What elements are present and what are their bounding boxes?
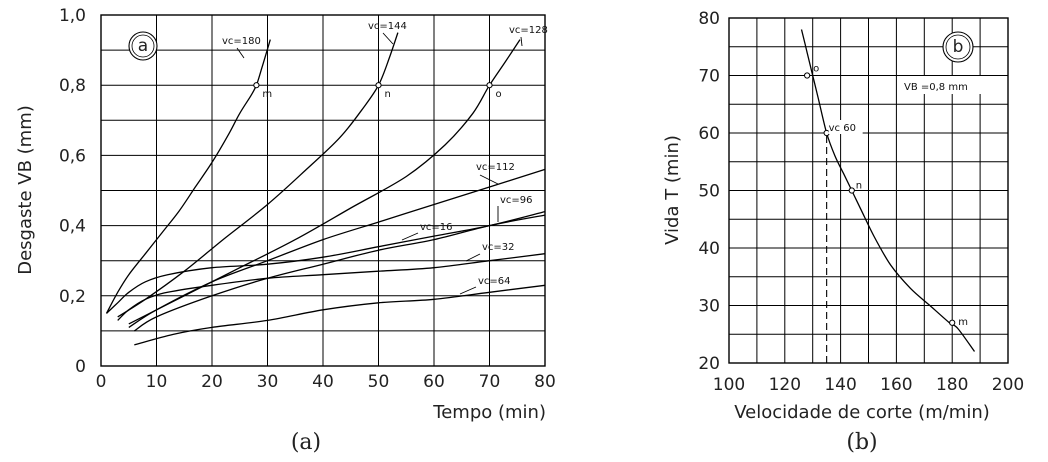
series-curve — [128, 168, 546, 328]
y-tick-label: 0,6 — [59, 146, 86, 166]
x-tick-label: 100 — [713, 375, 745, 395]
x-tick-label: 10 — [146, 372, 168, 392]
curve-label: vᴄ=96 — [500, 195, 533, 206]
curve-label: vᴄ=32 — [482, 242, 515, 253]
series-curve — [117, 32, 399, 318]
curve-label: vᴄ=180 — [222, 36, 261, 47]
x-tick-label: 30 — [257, 372, 279, 392]
y-tick-label: 0,2 — [59, 287, 86, 307]
series-curve — [134, 284, 546, 346]
marked-point-label: vᴄ 60 — [829, 123, 856, 134]
marked-point — [848, 187, 855, 194]
panel-b-tool-life-vs-speed: 100 120 140 160 180 200 20 30 40 50 60 70 80 Velocida… — [662, 9, 1024, 455]
curve-label-leader — [401, 232, 419, 241]
y-tick-label: 0,4 — [59, 217, 86, 237]
y-tick-label: 1,0 — [59, 6, 86, 26]
curve-label-leader — [465, 253, 481, 262]
panel-a-wear-vs-time: 0 10 20 30 40 50 60 70 80 0 0,2 0,4 0,6 0,8 1,0 Tempo (… — [15, 6, 556, 455]
panel-badge-circle — [128, 31, 158, 61]
panel-caption: (b) — [846, 430, 877, 455]
curve-label-leader — [236, 47, 245, 59]
panel-badge-letter: a — [138, 36, 148, 56]
x-tick-label: 0 — [96, 372, 107, 392]
marked-point-label: m — [262, 89, 272, 100]
curve-label: vᴄ=144 — [368, 21, 407, 32]
x-tick-label: 160 — [880, 375, 912, 395]
marked-point — [949, 319, 956, 326]
y-tick-label: 0 — [75, 357, 86, 377]
x-tick-label: 50 — [368, 372, 390, 392]
marked-point — [804, 72, 811, 79]
y-tick-label: 70 — [698, 67, 720, 87]
curve-label: vᴄ=112 — [476, 162, 515, 173]
curve-label-leader — [479, 174, 499, 185]
x-axis-label: Velocidade de corte (m/min) — [734, 402, 990, 423]
tool-life-curve — [800, 29, 976, 352]
curve-label-leader — [459, 286, 477, 295]
y-tick-label: 60 — [698, 124, 720, 144]
y-tick-label: 80 — [698, 9, 720, 29]
y-axis-label: Desgaste VB (mm) — [15, 105, 36, 275]
y-axis-label: Vida T (min) — [662, 135, 683, 245]
x-tick-label: 60 — [423, 372, 445, 392]
x-tick-label: 40 — [312, 372, 334, 392]
y-tick-label: 0,8 — [59, 76, 86, 96]
y-tick-label: 20 — [698, 354, 720, 374]
x-tick-label: 20 — [201, 372, 223, 392]
x-tick-label: 70 — [479, 372, 501, 392]
x-tick-label: 180 — [936, 375, 968, 395]
panel-badge-circle — [942, 31, 974, 63]
x-tick-label: 200 — [992, 375, 1024, 395]
plot-frame — [728, 17, 1009, 364]
plot-frame — [100, 14, 546, 367]
x-axis-label: Tempo (min) — [432, 402, 546, 423]
curve-label-leader — [382, 32, 394, 45]
x-tick-label: 140 — [824, 375, 856, 395]
x-tick-label: 120 — [769, 375, 801, 395]
series-curve — [117, 253, 546, 321]
marked-point-label: m — [958, 317, 968, 328]
series-curve — [128, 39, 521, 325]
panel-badge-inner-circle — [945, 34, 971, 60]
annotation-vb: VB =0,8 mm — [904, 82, 968, 93]
marked-point — [375, 82, 382, 89]
series-curve — [105, 39, 271, 314]
y-tick-label: 40 — [698, 239, 720, 259]
x-tick-label: 80 — [534, 372, 556, 392]
curve-label-leader — [520, 36, 523, 47]
panel-badge-letter: b — [953, 37, 964, 57]
annotation-background — [901, 76, 1005, 94]
curve-label: vᴄ=128 — [509, 25, 548, 36]
panel-caption: (a) — [291, 430, 321, 455]
marked-point — [486, 82, 493, 89]
marked-point-label: o — [813, 64, 819, 75]
y-tick-label: 30 — [698, 297, 720, 317]
marked-point — [253, 82, 260, 89]
curve-label: vᴄ=16 — [420, 222, 453, 233]
marked-point-label: o — [496, 89, 502, 100]
marked-point-label: n — [856, 181, 862, 192]
y-tick-label: 50 — [698, 182, 720, 202]
panel-badge-inner-circle — [131, 34, 155, 58]
curve-label: vᴄ=64 — [478, 276, 511, 287]
series-curve — [106, 210, 546, 314]
vc60-label-background — [828, 120, 863, 134]
marked-point-label: n — [385, 89, 391, 100]
